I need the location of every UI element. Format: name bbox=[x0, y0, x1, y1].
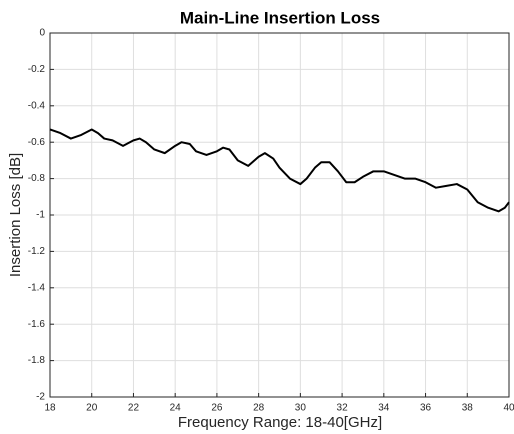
x-tick-label: 40 bbox=[503, 403, 514, 414]
x-tick-label: 22 bbox=[128, 403, 140, 414]
y-tick-label: -0.6 bbox=[28, 137, 46, 148]
x-tick-label: 36 bbox=[420, 403, 432, 414]
y-tick-label: -1.6 bbox=[28, 319, 46, 330]
chart-title: Main-Line Insertion Loss bbox=[180, 8, 380, 27]
y-tick-label: -1.2 bbox=[28, 246, 46, 257]
x-axis-label: Frequency Range: 18-40[GHz] bbox=[178, 414, 382, 431]
x-tick-label: 28 bbox=[253, 403, 265, 414]
y-tick-label: -0.8 bbox=[28, 173, 46, 184]
y-axis-label: Insertion Loss [dB] bbox=[7, 153, 24, 277]
x-tick-label: 30 bbox=[295, 403, 307, 414]
x-tick-label: 38 bbox=[462, 403, 474, 414]
x-tick-label: 34 bbox=[378, 403, 390, 414]
y-tick-label: -1 bbox=[36, 210, 45, 221]
data-line bbox=[49, 128, 510, 213]
y-tick-label: -2 bbox=[36, 392, 45, 403]
y-tick-label: -1.4 bbox=[28, 282, 46, 293]
y-tick-label: 0 bbox=[39, 28, 45, 39]
x-tick-label: 26 bbox=[211, 403, 223, 414]
x-tick-label: 32 bbox=[337, 403, 349, 414]
y-tick-label: -1.8 bbox=[28, 355, 46, 366]
y-tick-label: -0.2 bbox=[28, 64, 46, 75]
y-tick-label: -0.4 bbox=[28, 100, 46, 111]
axes-box bbox=[49, 32, 510, 398]
x-tick-label: 18 bbox=[44, 403, 56, 414]
x-tick-label: 20 bbox=[86, 403, 98, 414]
x-tick-label: 24 bbox=[170, 403, 182, 414]
